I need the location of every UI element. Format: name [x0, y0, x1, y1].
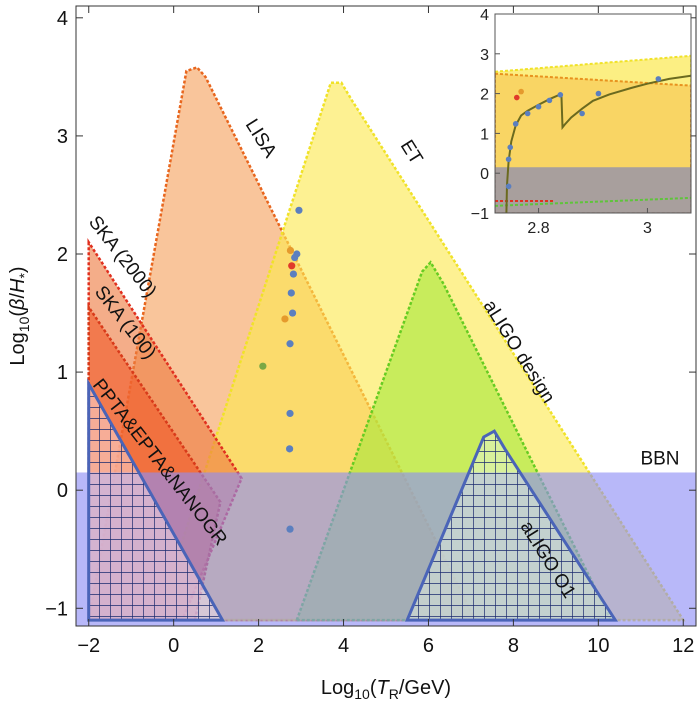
- y-tick-label: −1: [45, 598, 68, 620]
- inset-y-tick-label: 1: [480, 126, 489, 143]
- inset-point-3: [512, 121, 519, 127]
- inset-point-2: [507, 144, 514, 151]
- y-tick-label: 4: [57, 8, 68, 30]
- data-point-10: [259, 362, 267, 370]
- y-tick-label: 1: [57, 362, 68, 384]
- data-point-5: [289, 270, 298, 278]
- y-tick-label: 0: [57, 480, 68, 502]
- data-points: [259, 206, 303, 533]
- inset-y-tick-label: 3: [480, 47, 489, 64]
- region-ppta-epta-nanograv: [87, 378, 226, 622]
- inset-point-10: [579, 110, 585, 117]
- x-axis-ticks: −2 0 2 4 6 8 10 12: [77, 6, 694, 657]
- x-tick-label: −2: [77, 635, 100, 657]
- label-lisa: LISA: [241, 116, 281, 162]
- plot-frame: [75, 5, 697, 627]
- data-point-7: [288, 309, 297, 317]
- x-tick-label: 4: [338, 635, 349, 657]
- inset-y-tick-label: 2: [480, 87, 489, 104]
- data-point-3: [291, 253, 299, 262]
- inset-point-7: [535, 103, 542, 110]
- inset-point-11: [595, 90, 602, 97]
- inset-point-0: [505, 183, 512, 190]
- inset-y-tick-label: 4: [480, 7, 489, 24]
- label-bbn: BBN: [640, 448, 679, 469]
- inset-plot: 2.8 3 −1 0 1 2 3 4: [471, 7, 692, 237]
- inset-y-tick-label: −1: [471, 206, 489, 223]
- inset-x-tick-label: 3: [643, 220, 652, 237]
- data-point-11: [286, 409, 294, 418]
- inset-bbn-band: [495, 167, 691, 213]
- inset-point-6: [524, 110, 531, 117]
- x-tick-label: 10: [587, 635, 609, 657]
- inset-content: [495, 54, 691, 213]
- label-et: ET: [396, 137, 427, 169]
- y-axis-title: Log10(β/H*): [7, 266, 32, 365]
- x-tick-label: 0: [168, 635, 179, 657]
- y-tick-label: 3: [57, 126, 68, 148]
- inset-point-1: [505, 156, 512, 163]
- inset-point-9: [557, 91, 564, 98]
- x-axis-title: Log10(TR/GeV): [321, 677, 451, 702]
- x-tick-label: 6: [423, 635, 434, 657]
- inset-x-tick-label: 2.8: [527, 220, 549, 237]
- inset-aligo-edge: [495, 196, 691, 207]
- region-aligo-o1: [404, 429, 619, 622]
- y-axis-ticks: −1 0 1 2 3 4: [45, 8, 696, 620]
- inset-point-8: [546, 97, 553, 104]
- data-point-13: [286, 525, 294, 533]
- inset-frame: [494, 13, 692, 214]
- inset-point-4: [513, 94, 520, 101]
- x-tick-label: 8: [508, 635, 519, 657]
- data-point-1: [286, 246, 295, 255]
- data-point-8: [281, 315, 289, 323]
- data-point-12: [286, 445, 294, 453]
- detector-regions: [76, 65, 696, 626]
- inset-point-5: [518, 88, 524, 95]
- x-tick-label: 12: [672, 635, 694, 657]
- inset-y-tick-label: 0: [480, 166, 489, 183]
- data-point-4: [288, 262, 296, 270]
- data-point-0: [295, 206, 303, 214]
- data-point-6: [287, 289, 295, 297]
- inset-ticks: 2.8 3 −1 0 1 2 3 4: [471, 7, 652, 237]
- inset-point-12: [655, 76, 662, 82]
- y-tick-label: 2: [57, 244, 68, 266]
- data-point-9: [286, 340, 294, 348]
- x-tick-label: 2: [253, 635, 264, 657]
